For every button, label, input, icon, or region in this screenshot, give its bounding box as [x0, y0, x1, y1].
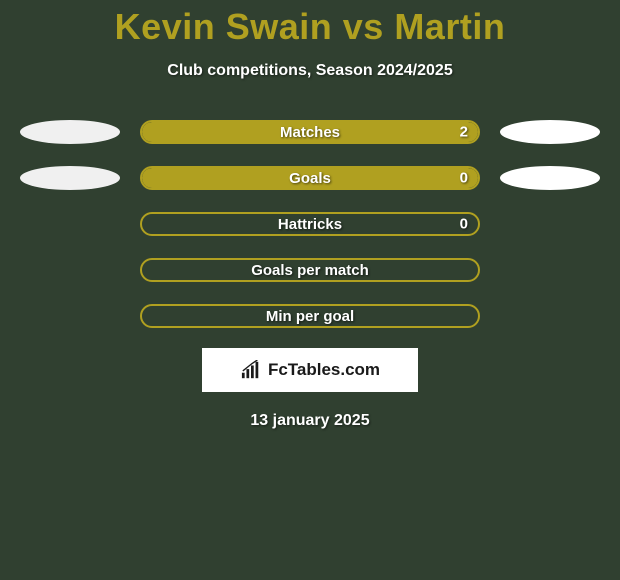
date-text: 13 january 2025 — [250, 412, 369, 430]
stats-area: Matches 2 Goals 0 Hattricks 0 Goals per match M… — [0, 120, 620, 328]
right-ellipse — [500, 166, 600, 190]
stat-bar: Min per goal — [140, 304, 480, 328]
stat-bar: Hattricks 0 — [140, 212, 480, 236]
stat-row: Goals per match — [0, 258, 620, 282]
vs-text: vs — [343, 6, 384, 47]
stat-bar: Goals 0 — [140, 166, 480, 190]
comparison-card: Kevin Swain vs Martin Club competitions,… — [0, 0, 620, 430]
stat-bar: Goals per match — [140, 258, 480, 282]
logo-text: FcTables.com — [268, 360, 380, 380]
stat-value-right: 2 — [460, 124, 468, 141]
page-title: Kevin Swain vs Martin — [115, 6, 506, 48]
player1-name: Kevin Swain — [115, 6, 333, 47]
right-ellipse — [500, 120, 600, 144]
stat-value-right: 0 — [460, 216, 468, 233]
logo-box: FcTables.com — [202, 348, 418, 392]
stat-label: Goals per match — [251, 262, 369, 279]
left-ellipse — [20, 120, 120, 144]
stat-label: Hattricks — [278, 216, 342, 233]
stat-row: Matches 2 — [0, 120, 620, 144]
chart-icon — [240, 360, 262, 380]
stat-label: Matches — [280, 124, 340, 141]
stat-row: Hattricks 0 — [0, 212, 620, 236]
stat-label: Goals — [289, 170, 331, 187]
stat-label: Min per goal — [266, 308, 354, 325]
stat-bar: Matches 2 — [140, 120, 480, 144]
stat-row: Min per goal — [0, 304, 620, 328]
stat-row: Goals 0 — [0, 166, 620, 190]
subtitle: Club competitions, Season 2024/2025 — [167, 62, 452, 80]
stat-value-right: 0 — [460, 170, 468, 187]
player2-name: Martin — [394, 6, 505, 47]
left-ellipse — [20, 166, 120, 190]
